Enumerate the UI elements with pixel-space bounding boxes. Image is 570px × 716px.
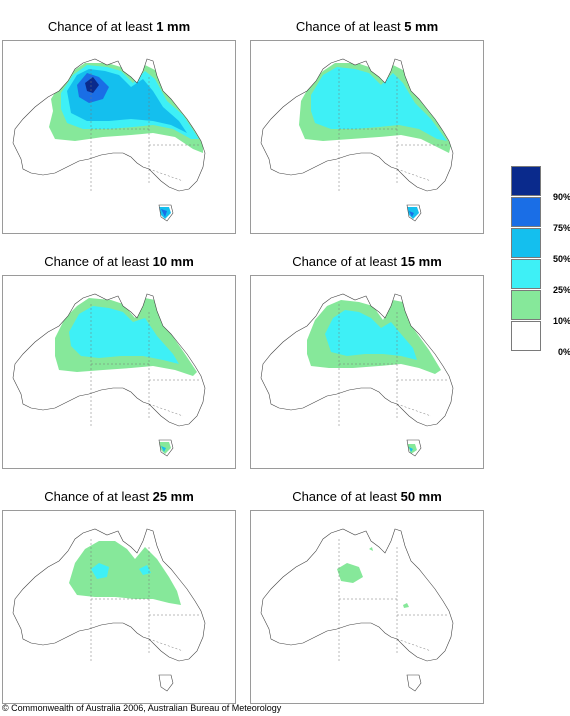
rainfall-probability-shading bbox=[299, 63, 451, 219]
state-border bbox=[396, 168, 432, 182]
map-svg bbox=[12, 293, 206, 457]
australia-map bbox=[2, 275, 236, 469]
probability-region bbox=[419, 561, 423, 565]
probability-region bbox=[139, 565, 151, 575]
probability-region bbox=[409, 211, 414, 217]
legend-label-75: 75% bbox=[552, 223, 570, 233]
state-border bbox=[396, 403, 432, 417]
legend-label-0: 0% bbox=[557, 347, 570, 357]
map-panel-10mm: Chance of at least 10 mm bbox=[2, 251, 236, 469]
state-border bbox=[396, 638, 432, 652]
probability-region bbox=[69, 541, 181, 605]
panel-title: Chance of at least 10 mm bbox=[44, 254, 194, 269]
map-panel-15mm: Chance of at least 15 mm bbox=[250, 251, 484, 469]
rainfall-probability-shading bbox=[307, 300, 441, 454]
tasmania-coastline bbox=[406, 674, 422, 692]
tasmania-coastline bbox=[158, 674, 174, 692]
legend-label-90: 90% bbox=[552, 192, 570, 202]
mainland-coastline bbox=[260, 528, 454, 662]
australia-map bbox=[250, 275, 484, 469]
legend-swatch-25-50 bbox=[511, 259, 541, 289]
legend-label-50: 50% bbox=[552, 254, 570, 264]
probability-region bbox=[409, 447, 413, 452]
state-border bbox=[148, 403, 184, 417]
map-svg bbox=[12, 528, 206, 692]
tasmania-coastline bbox=[406, 204, 422, 222]
australia-map bbox=[250, 510, 484, 704]
legend-swatch-0-10 bbox=[511, 321, 541, 351]
legend-swatch-75-90 bbox=[511, 197, 541, 227]
probability-region bbox=[325, 310, 417, 360]
probability-region bbox=[403, 603, 409, 608]
copyright-notice: © Commonwealth of Australia 2006, Austra… bbox=[2, 703, 282, 713]
probability-region bbox=[91, 563, 109, 579]
probability-region bbox=[85, 77, 99, 93]
state-border bbox=[148, 638, 184, 652]
rainfall-probability-shading bbox=[49, 63, 203, 219]
tasmania-coastline bbox=[158, 204, 174, 222]
panel-title: Chance of at least 1 mm bbox=[47, 19, 191, 34]
mainland-coastline bbox=[260, 58, 454, 192]
tasmania-coastline bbox=[158, 439, 174, 457]
panel-title: Chance of at least 5 mm bbox=[295, 19, 439, 34]
mainland-coastline bbox=[12, 528, 206, 662]
state-border bbox=[148, 168, 184, 182]
australia-map bbox=[250, 40, 484, 234]
probability-region bbox=[337, 563, 363, 583]
panel-title: Chance of at least 25 mm bbox=[44, 489, 194, 504]
australia-map bbox=[2, 40, 236, 234]
probability-region bbox=[161, 446, 166, 452]
probability-region bbox=[369, 547, 373, 551]
rainfall-probability-shading bbox=[69, 541, 181, 605]
map-panel-25mm: Chance of at least 25 mm bbox=[2, 486, 236, 704]
panel-title: Chance of at least 15 mm bbox=[292, 254, 442, 269]
probability-region bbox=[69, 306, 179, 364]
rainfall-probability-shading bbox=[337, 547, 423, 608]
panel-title: Chance of at least 50 mm bbox=[292, 489, 442, 504]
tasmania-coastline bbox=[406, 439, 422, 457]
map-panel-1mm: Chance of at least 1 mm bbox=[2, 16, 236, 234]
legend-swatch-10-25 bbox=[511, 290, 541, 320]
map-svg bbox=[12, 58, 206, 222]
map-panel-5mm: Chance of at least 5 mm bbox=[250, 16, 484, 234]
mainland-coastline bbox=[12, 58, 206, 192]
map-svg bbox=[260, 58, 454, 222]
probability-region bbox=[161, 209, 167, 217]
map-svg bbox=[260, 293, 454, 457]
legend-label-10: 10% bbox=[552, 316, 570, 326]
map-svg bbox=[260, 528, 454, 692]
legend-swatch-90-100 bbox=[511, 166, 541, 196]
australia-map bbox=[2, 510, 236, 704]
legend-label-25: 25% bbox=[552, 285, 570, 295]
map-panel-50mm: Chance of at least 50 mm bbox=[250, 486, 484, 704]
mainland-coastline bbox=[260, 293, 454, 427]
legend-swatch-50-75 bbox=[511, 228, 541, 258]
rainfall-probability-shading bbox=[55, 298, 197, 454]
probability-region bbox=[311, 67, 447, 141]
mainland-coastline bbox=[12, 293, 206, 427]
